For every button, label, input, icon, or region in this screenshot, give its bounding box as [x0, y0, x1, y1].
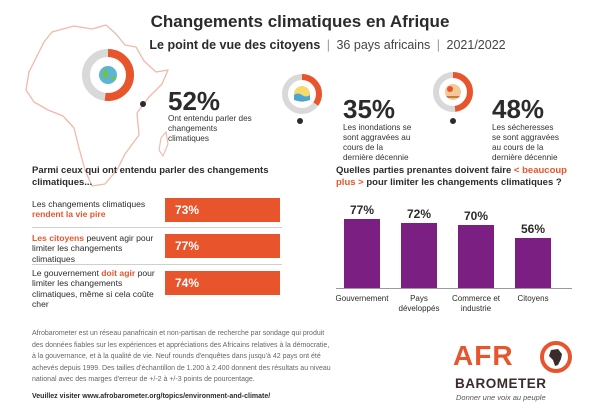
- chart-bar: [344, 218, 380, 288]
- logo-afro-text: AFR: [453, 340, 514, 371]
- finding-value-bar: 77%: [165, 234, 280, 258]
- stat-bullet: [140, 101, 146, 107]
- chart-bar: [515, 237, 551, 288]
- finding-value-bar: 74%: [165, 271, 280, 295]
- footer-link[interactable]: Veuillez visiter www.afrobarometer.org/t…: [32, 393, 271, 400]
- stat-description: Ont entendu parler des changements clima…: [168, 114, 252, 143]
- chart-bar-value: 72%: [406, 207, 432, 222]
- finding-emphasis: Les citoyens: [32, 233, 85, 243]
- footer-description: Afrobarometer est un réseau panafricain …: [32, 330, 331, 384]
- chart-bar-value: 56%: [520, 221, 546, 236]
- row-divider: [32, 264, 282, 265]
- stat-bullet: [450, 118, 456, 124]
- subtitle-lead: Le point de vue des citoyens: [149, 38, 321, 52]
- subtitle-separator: |: [326, 38, 330, 52]
- chart-category-label: Commerce et industrie: [451, 294, 500, 313]
- row-divider: [32, 227, 282, 228]
- stat-value: 48%: [492, 94, 545, 124]
- africa-map-icon: [25, 24, 169, 187]
- subtitle-countries: 36 pays africains: [336, 38, 431, 52]
- chart-heading-highlight: < beaucoup plus >: [336, 165, 567, 188]
- chart-bar: [401, 223, 437, 288]
- chart-baseline: [336, 288, 572, 289]
- finding-value-bar: 73%: [165, 198, 280, 222]
- stat-donut-ring: [82, 49, 134, 101]
- left-section-heading: Parmi ceux qui ont entendu parler des ch…: [32, 165, 269, 188]
- chart-category-label: Pays développés: [398, 294, 440, 313]
- afrobarometer-globe-icon: [540, 341, 572, 373]
- stat-description: Les sécheresses se sont aggravées au cou…: [492, 123, 559, 162]
- page-subtitle: Le point de vue des citoyens | 36 pays a…: [0, 38, 600, 52]
- subtitle-years: 2021/2022: [446, 38, 506, 52]
- stat-donut-ring: [282, 74, 322, 114]
- chart-category-label: Citoyens: [517, 294, 549, 303]
- stat-value: 35%: [343, 94, 396, 124]
- finding-emphasis: rendent la vie pire: [32, 209, 106, 220]
- stat-donut-ring: [433, 72, 473, 112]
- finding-label: Les changements climatiques rendent la v…: [32, 199, 146, 220]
- chart-bar-value: 77%: [349, 202, 375, 217]
- page-title: Changements climatiques en Afrique: [150, 12, 450, 31]
- stat-description: Les inondations se sont aggravées au cou…: [343, 123, 412, 162]
- finding-emphasis: doit agir: [101, 268, 136, 278]
- earth-icon: [99, 66, 117, 84]
- chart-category-label: Gouvernement: [335, 294, 389, 303]
- finding-label: Les citoyens peuvent agir pour limiter l…: [32, 233, 154, 264]
- stat-value: 52%: [168, 86, 221, 116]
- finding-label: Le gouvernement doit agir pour limiter l…: [32, 268, 155, 309]
- flood-icon: [294, 86, 310, 102]
- logo-barometer-text: BAROMETER: [455, 376, 547, 391]
- drought-icon: [445, 84, 461, 100]
- logo-tagline: Donner une voix au peuple: [456, 393, 546, 402]
- stat-bullet: [297, 118, 303, 124]
- chart-heading: Quelles parties prenantes doivent faire …: [336, 165, 567, 188]
- chart-bar: [458, 225, 494, 288]
- chart-bar-value: 70%: [463, 209, 489, 223]
- subtitle-separator: |: [436, 38, 441, 52]
